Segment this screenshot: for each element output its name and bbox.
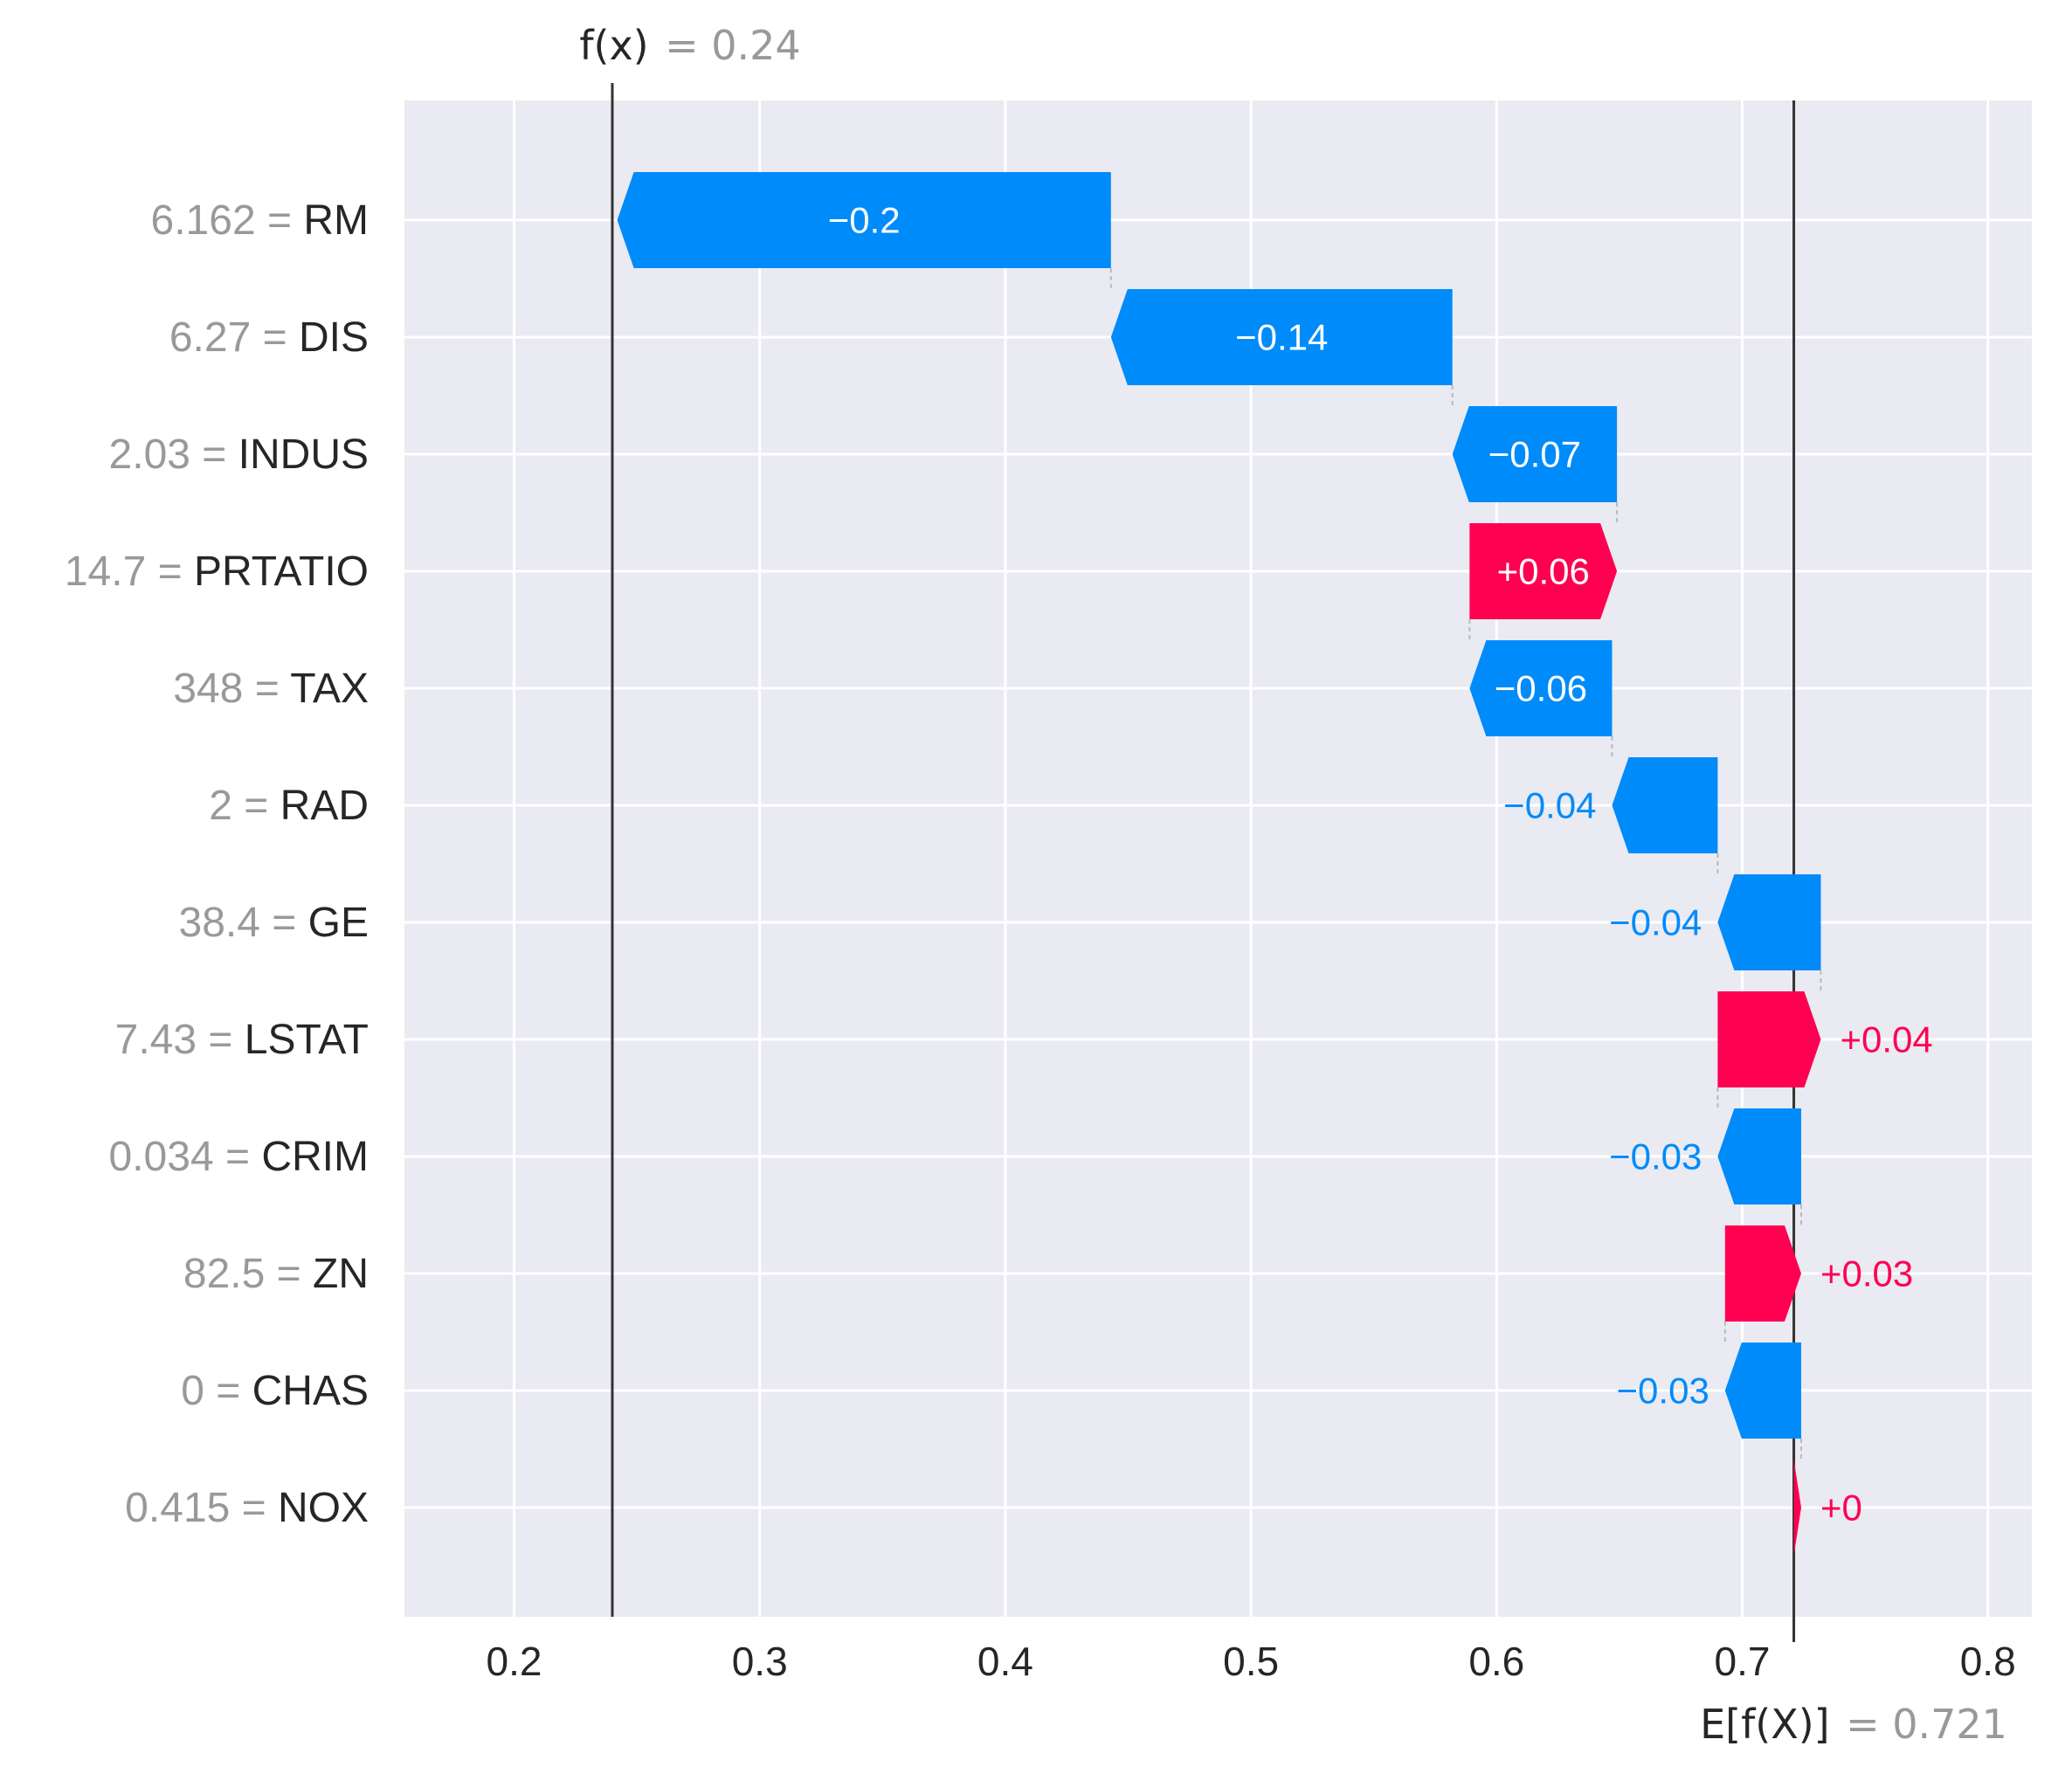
feature-name: CRIM — [261, 1134, 369, 1180]
bar-crim — [1717, 1108, 1801, 1204]
feature-value: 0.034 = — [109, 1134, 262, 1180]
bar-value-label: −0.04 — [1609, 902, 1702, 943]
value-annotations: f(x) = 0.24 E[f(X)] = 0.721 — [579, 22, 2007, 1748]
bar-value-label: −0.03 — [1609, 1136, 1702, 1177]
bar-rm — [617, 172, 1111, 268]
connector-lines — [1109, 268, 1822, 1460]
bars — [617, 172, 1821, 1556]
bar-indus — [1452, 406, 1618, 502]
feature-name: RM — [303, 197, 369, 244]
output-value-math: f(x) — [579, 22, 648, 69]
bar-prtatio — [1469, 523, 1618, 619]
feature-value: 2 = — [209, 783, 280, 829]
feature-value: 82.5 = — [183, 1251, 313, 1297]
bar-labels: −0.2 −0.14 −0.07 +0.06 −0.06 −0.04 −0.04 +0.04 −… — [828, 200, 1933, 1529]
x-tick-label: 0.4 — [977, 1639, 1033, 1684]
bar-value-label: −0.07 — [1488, 434, 1581, 475]
feature-name: NOX — [278, 1485, 369, 1531]
feature-label: 0.034 = CRIM — [109, 1134, 369, 1180]
feature-value: 7.43 = — [115, 1017, 245, 1063]
bar-value-label: −0.03 — [1617, 1370, 1709, 1412]
feature-label: 6.162 = RM — [151, 197, 369, 244]
feature-value: 6.27 = — [169, 314, 299, 361]
x-tick-label: 0.3 — [732, 1639, 788, 1684]
feature-value: 348 = — [173, 666, 290, 712]
feature-name: CHAS — [252, 1368, 369, 1414]
feature-labels: 6.162 = RM 6.27 = DIS 2.03 = INDUS 14.7 = P… — [65, 197, 369, 1531]
bar-nox — [1793, 1460, 1801, 1556]
bar-dis — [1110, 289, 1453, 385]
output-value-number: = 0.24 — [665, 22, 801, 69]
x-tick-label: 0.2 — [487, 1639, 542, 1684]
base-value-math: E[f(X)] — [1700, 1701, 1830, 1748]
x-tick-labels: 0.2 0.3 0.4 0.5 0.6 0.7 0.8 — [487, 1639, 2016, 1684]
bar-lstat — [1717, 991, 1821, 1087]
feature-name: TAX — [290, 666, 369, 712]
feature-name: RAD — [280, 783, 369, 829]
feature-label: 7.43 = LSTAT — [115, 1017, 369, 1063]
x-tick-label: 0.7 — [1715, 1639, 1771, 1684]
feature-label: 2.03 = INDUS — [109, 431, 369, 478]
bar-rad — [1612, 757, 1718, 853]
feature-name: DIS — [299, 314, 369, 361]
bar-tax — [1469, 640, 1613, 736]
feature-name: INDUS — [238, 431, 369, 478]
feature-label: 2 = RAD — [209, 783, 369, 829]
feature-name: ZN — [313, 1251, 369, 1297]
feature-value: 14.7 = — [65, 549, 194, 595]
feature-label: 6.27 = DIS — [169, 314, 369, 361]
bar-value-label: +0.06 — [1497, 551, 1590, 592]
feature-value: 6.162 = — [151, 197, 304, 244]
feature-value: 38.4 = — [179, 900, 308, 946]
feature-value: 0 = — [181, 1368, 252, 1414]
output-value-label: f(x) = 0.24 — [579, 22, 800, 69]
bar-chas — [1724, 1343, 1801, 1439]
feature-value: 2.03 = — [109, 431, 238, 478]
bar-value-label: −0.14 — [1235, 317, 1328, 358]
base-value-number: = 0.721 — [1846, 1701, 2007, 1748]
feature-label: 38.4 = GE — [179, 900, 369, 946]
bar-value-label: +0.03 — [1820, 1253, 1913, 1294]
feature-name: PRTATIO — [194, 549, 369, 595]
x-tick-label: 0.8 — [1960, 1639, 2016, 1684]
bar-value-label: +0.04 — [1840, 1019, 1932, 1060]
x-tick-label: 0.6 — [1468, 1639, 1524, 1684]
bar-zn — [1724, 1225, 1801, 1322]
feature-label: 348 = TAX — [173, 666, 369, 712]
feature-label: 0 = CHAS — [181, 1368, 369, 1414]
feature-label: 14.7 = PRTATIO — [65, 549, 369, 595]
feature-value: 0.415 = — [125, 1485, 278, 1531]
feature-label: 0.415 = NOX — [125, 1485, 369, 1531]
bar-value-label: −0.2 — [828, 200, 901, 241]
x-tick-label: 0.5 — [1223, 1639, 1279, 1684]
base-value-label: E[f(X)] = 0.721 — [1700, 1701, 2007, 1748]
feature-name: GE — [308, 900, 369, 946]
bar-value-label: −0.04 — [1503, 785, 1596, 826]
bar-value-label: +0 — [1820, 1487, 1862, 1529]
bar-ge — [1717, 874, 1821, 970]
feature-label: 82.5 = ZN — [183, 1251, 369, 1297]
feature-name: LSTAT — [245, 1017, 369, 1063]
bar-value-label: −0.06 — [1495, 668, 1587, 709]
